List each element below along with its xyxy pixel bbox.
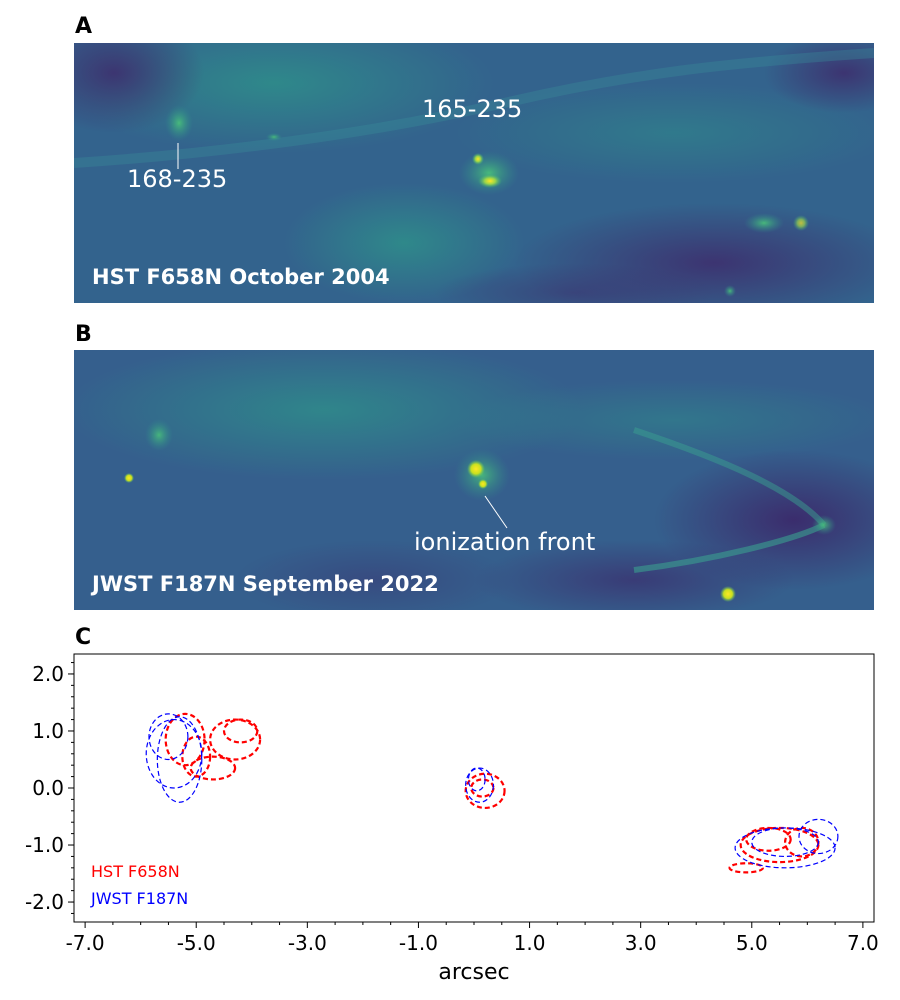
y-tick-label: 1.0 — [32, 719, 64, 743]
x-tick-label: 1.0 — [514, 931, 546, 955]
jwst-contour — [465, 767, 495, 803]
contour-chart: -7.0 -5.0 -3.0 -1.0 1.0 3.0 5.0 7.0 2.0 1.0 0.0 -1.… — [25, 653, 879, 985]
hst-contour — [464, 772, 506, 810]
panel-b-image: ionization front JWST F187N September 20… — [74, 350, 874, 610]
y-tick-label: -1.0 — [25, 833, 64, 857]
y-tick-label: 2.0 — [32, 662, 64, 686]
x-tick-label: -3.0 — [288, 931, 327, 955]
pointer-line-ionization-front — [484, 495, 508, 529]
panel-a-image: 168-235 165-235 HST F658N October 2004 — [74, 43, 874, 303]
jwst-image-svg — [74, 350, 874, 610]
label-ionization-front: ionization front — [414, 528, 596, 556]
hst-contour — [222, 718, 259, 744]
jwst-contour — [734, 827, 836, 869]
hst-contour — [745, 826, 792, 852]
x-tick-label: -5.0 — [177, 931, 216, 955]
panel-a-caption: HST F658N October 2004 — [92, 265, 390, 289]
jwst-contour — [156, 716, 203, 803]
label-165-235: 165-235 — [422, 95, 523, 123]
x-tick-label: 3.0 — [625, 931, 657, 955]
jwst-contour — [467, 767, 486, 792]
y-tick-label: -2.0 — [25, 890, 64, 914]
legend-hst: HST F658N — [91, 862, 180, 881]
x-tick-label: 7.0 — [847, 931, 879, 955]
panel-c-letter: C — [75, 625, 92, 650]
label-168-235: 168-235 — [127, 165, 228, 193]
plot-frame — [73, 653, 875, 923]
jwst-contour — [798, 818, 839, 855]
panel-b-caption: JWST F187N September 2022 — [92, 572, 439, 596]
legend-jwst: JWST F187N — [90, 889, 188, 908]
x-tick-label: -1.0 — [399, 931, 438, 955]
hst-contour — [189, 755, 237, 781]
x-tick-label: -7.0 — [66, 931, 105, 955]
hst-image-svg — [74, 43, 874, 303]
panel-b-letter: B — [75, 322, 92, 347]
jwst-contour — [145, 718, 203, 789]
hst-contour — [728, 862, 764, 874]
jwst-contour — [148, 713, 189, 761]
x-axis-label: arcsec — [438, 960, 509, 985]
x-tick-label: 5.0 — [736, 931, 768, 955]
panel-a-letter: A — [75, 14, 93, 39]
y-tick-label: 0.0 — [32, 776, 64, 800]
